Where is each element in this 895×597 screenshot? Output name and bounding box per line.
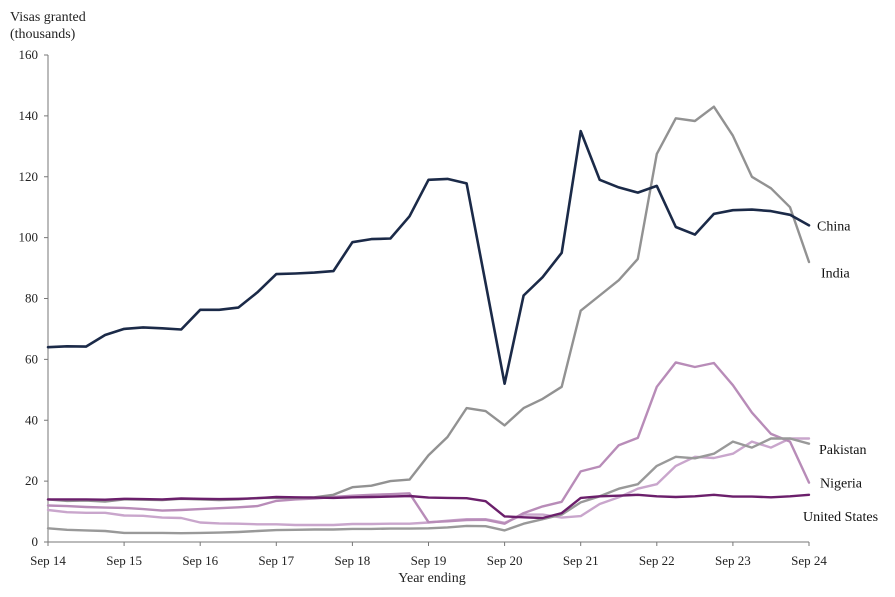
y-tick-label: 20 bbox=[25, 473, 38, 488]
y-axis-title-line-1: Visas granted bbox=[10, 10, 86, 25]
x-tick-label: Sep 21 bbox=[563, 553, 599, 568]
y-tick-label: 40 bbox=[25, 412, 38, 427]
series-line-unlabeled bbox=[46, 437, 811, 527]
x-axis-title: Year ending bbox=[398, 571, 465, 586]
series-line-pakistan bbox=[46, 437, 811, 535]
x-tick-label: Sep 18 bbox=[335, 553, 371, 568]
series-line-nigeria bbox=[46, 361, 811, 525]
y-tick-label: 80 bbox=[25, 291, 38, 306]
x-tick-label: Sep 16 bbox=[182, 553, 218, 568]
y-tick-label: 60 bbox=[25, 351, 38, 366]
x-tick-label: Sep 24 bbox=[791, 553, 827, 568]
x-tick-label: Sep 17 bbox=[258, 553, 294, 568]
axes bbox=[47, 55, 809, 543]
x-tick-label: Sep 14 bbox=[30, 553, 66, 568]
series-label-pakistan: Pakistan bbox=[819, 443, 866, 458]
series-line-united-states bbox=[46, 493, 811, 520]
y-tick-label: 0 bbox=[32, 534, 39, 549]
y-tick-label: 160 bbox=[19, 47, 39, 62]
x-tick-label: Sep 20 bbox=[487, 553, 523, 568]
y-axis-title: Visas granted (thousands) bbox=[10, 10, 86, 42]
series-label-india: India bbox=[821, 267, 851, 282]
y-tick-label: 140 bbox=[19, 108, 39, 123]
series-lines bbox=[46, 105, 811, 535]
x-tick-label: Sep 23 bbox=[715, 553, 751, 568]
x-tick-label: Sep 22 bbox=[639, 553, 675, 568]
series-label-china: China bbox=[817, 219, 851, 234]
series-label-united-states: United States bbox=[803, 510, 878, 525]
y-axis-ticks: 0 20 40 60 80 100 120 140 160 bbox=[19, 47, 48, 549]
x-tick-label: Sep 19 bbox=[411, 553, 447, 568]
series-line-india bbox=[46, 105, 811, 503]
series-labels: China India Pakistan Nigeria United States bbox=[803, 219, 878, 525]
y-axis-title-line-2: (thousands) bbox=[10, 27, 76, 42]
x-tick-label: Sep 15 bbox=[106, 553, 142, 568]
series-label-nigeria: Nigeria bbox=[820, 477, 863, 492]
y-tick-label: 100 bbox=[19, 230, 39, 245]
series-line-china bbox=[46, 129, 811, 386]
x-axis-ticks: Sep 14 Sep 15 Sep 16 Sep 17 Sep 18 Sep 19 Sep … bbox=[30, 542, 827, 568]
y-tick-label: 120 bbox=[19, 169, 39, 184]
